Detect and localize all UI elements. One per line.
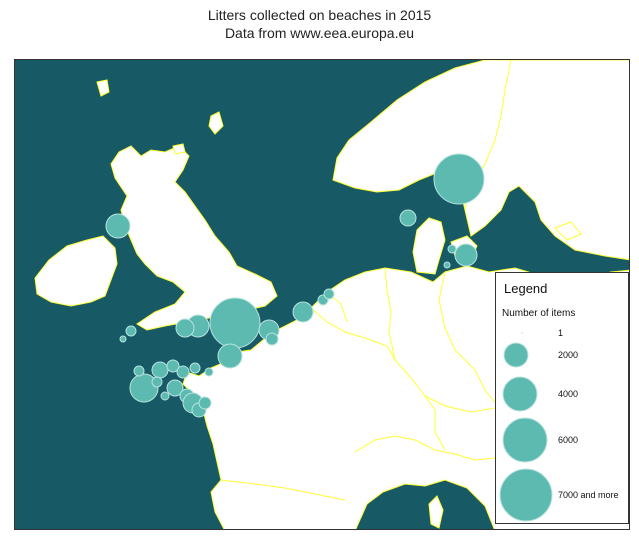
land-orkney	[172, 143, 186, 155]
bubble-brittany-3	[166, 359, 180, 373]
bubble-ireland-ne	[105, 213, 131, 239]
bubble-brittany-7	[204, 367, 214, 377]
bubble-brittany-2	[151, 361, 169, 379]
bubble-brittany-13	[151, 376, 163, 388]
bubble-baltic-1	[454, 243, 478, 267]
land-denmark	[412, 217, 446, 275]
bubble-channel-5	[265, 332, 279, 346]
bubble-channel-3	[175, 318, 195, 338]
legend-label-2000: 2000	[558, 350, 579, 360]
land-scandinavia	[332, 60, 629, 261]
bubble-brittany-6	[189, 362, 201, 374]
bubble-normandy	[217, 343, 243, 369]
legend-symbol-4000	[502, 376, 538, 412]
bubble-brittany-5	[176, 365, 190, 379]
bubble-cornwall-2	[119, 335, 127, 343]
bubble-brittany-8	[166, 379, 184, 397]
land-shetland	[208, 111, 224, 135]
legend-symbol-1	[521, 332, 523, 334]
land-ireland	[34, 235, 118, 307]
title-line-1: Litters collected on beaches in 2015	[207, 7, 432, 23]
legend-label-1: 1	[558, 328, 564, 338]
bubble-brittany-12	[198, 396, 212, 410]
land-great-britain	[110, 145, 278, 331]
legend-title: Legend	[504, 281, 548, 296]
bubble-channel-east	[209, 297, 261, 349]
bubble-brittany-4	[133, 365, 145, 377]
bubble-sweden-west	[433, 153, 485, 205]
bubble-netherlands-2	[323, 288, 335, 300]
bubble-denmark-north	[399, 209, 417, 227]
legend-symbol-7000	[499, 468, 553, 522]
bubble-brittany-1	[129, 373, 159, 403]
land-corsica	[428, 495, 444, 529]
title-line-2: Data from www.eea.europa.eu	[224, 25, 415, 41]
litter-bubbles[interactable]	[105, 153, 485, 418]
bubble-brittany-14	[160, 391, 170, 401]
legend-symbol-6000	[502, 417, 548, 463]
legend-symbol-2000	[503, 342, 529, 368]
land-baltic-island	[554, 221, 582, 241]
legend-box: Legend Number of items 1 2000 4000 6000 …	[495, 272, 629, 524]
legend-subtitle: Number of items	[502, 308, 576, 319]
bubble-cornwall	[125, 325, 137, 337]
land-faroe	[96, 79, 110, 97]
legend-label-6000: 6000	[558, 435, 579, 445]
bubble-belgium	[292, 301, 314, 323]
bubble-baltic-3	[443, 261, 451, 269]
bubble-baltic-2	[447, 244, 457, 254]
legend-label-7000: 7000 and more	[558, 490, 619, 500]
map-title: Litters collected on beaches in 2015 Dat…	[0, 6, 639, 42]
legend-label-4000: 4000	[558, 389, 579, 399]
legend-symbols	[499, 332, 553, 522]
